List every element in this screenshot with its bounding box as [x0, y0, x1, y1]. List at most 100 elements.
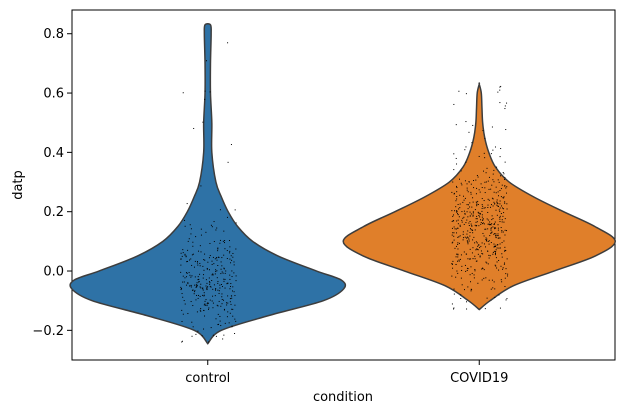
data-point [496, 166, 498, 168]
data-point [453, 235, 455, 237]
data-point [471, 225, 473, 227]
data-point [194, 284, 196, 286]
data-point [492, 149, 494, 151]
data-point [206, 282, 208, 284]
data-point [491, 197, 493, 199]
data-point [495, 235, 497, 237]
data-point [460, 170, 462, 172]
data-point [206, 267, 208, 269]
data-point [231, 326, 233, 328]
data-point [499, 190, 501, 192]
data-point [204, 253, 206, 255]
data-point [457, 236, 459, 238]
data-point [199, 286, 201, 288]
data-point [182, 275, 184, 277]
data-point [463, 251, 465, 253]
data-point [487, 211, 489, 213]
data-point [469, 258, 471, 260]
data-point [180, 264, 182, 266]
data-point [203, 295, 205, 297]
data-point [212, 295, 214, 297]
data-point [470, 223, 472, 225]
data-point [485, 172, 487, 174]
data-point [466, 301, 468, 303]
data-point [493, 181, 495, 183]
data-point [452, 215, 454, 217]
data-point [477, 282, 479, 284]
data-point [196, 260, 198, 262]
data-point [462, 239, 464, 241]
data-point [470, 191, 472, 193]
data-point [473, 236, 475, 238]
data-point [490, 232, 492, 234]
data-point [226, 316, 228, 318]
data-point [213, 221, 215, 223]
data-point [486, 297, 488, 299]
data-point [463, 210, 465, 212]
data-point [209, 282, 211, 284]
data-point [458, 216, 460, 218]
data-point [479, 213, 481, 215]
data-point [503, 196, 505, 198]
data-point [220, 261, 222, 263]
data-point [182, 313, 184, 315]
data-point [476, 202, 478, 204]
data-point [487, 250, 489, 252]
data-point [476, 242, 478, 244]
data-point [215, 289, 217, 291]
data-point [500, 227, 502, 229]
data-point [487, 204, 489, 206]
data-point [470, 290, 472, 292]
data-point [481, 214, 483, 216]
data-point [466, 204, 468, 206]
data-point [219, 242, 221, 244]
data-point [453, 239, 455, 241]
data-point [466, 233, 468, 235]
data-point [196, 285, 198, 287]
data-point [475, 218, 477, 220]
data-point [188, 272, 190, 274]
data-point [210, 286, 212, 288]
data-point [468, 131, 470, 133]
data-point [475, 241, 477, 243]
data-point [453, 308, 455, 310]
data-point [503, 208, 505, 210]
data-point [184, 219, 186, 221]
data-point [499, 89, 501, 91]
data-point [501, 207, 503, 209]
data-point [451, 210, 453, 212]
data-point [461, 284, 463, 286]
data-point [194, 260, 196, 262]
violin-covid19 [342, 82, 617, 311]
data-point [231, 270, 233, 272]
data-point [486, 167, 488, 169]
data-point [186, 261, 188, 263]
data-point [474, 270, 476, 272]
data-point [493, 281, 495, 283]
data-point [493, 243, 495, 245]
data-point [506, 186, 508, 188]
data-point [495, 227, 497, 229]
data-point [479, 247, 481, 249]
data-point [230, 295, 232, 297]
data-point [487, 207, 489, 208]
data-point [467, 237, 469, 239]
data-point [212, 307, 214, 309]
data-point [501, 230, 503, 231]
data-point [473, 187, 475, 189]
data-point [477, 200, 479, 202]
data-point [232, 286, 234, 288]
data-point [205, 279, 207, 281]
data-point [224, 248, 226, 250]
data-point [214, 295, 216, 297]
data-point [499, 221, 501, 223]
data-point [475, 201, 477, 203]
data-point [503, 212, 505, 214]
data-point [215, 318, 217, 320]
data-point [499, 86, 501, 88]
data-point [197, 279, 199, 281]
data-point [489, 224, 491, 226]
data-point [216, 259, 218, 261]
data-point [182, 252, 184, 254]
data-point [197, 276, 199, 278]
